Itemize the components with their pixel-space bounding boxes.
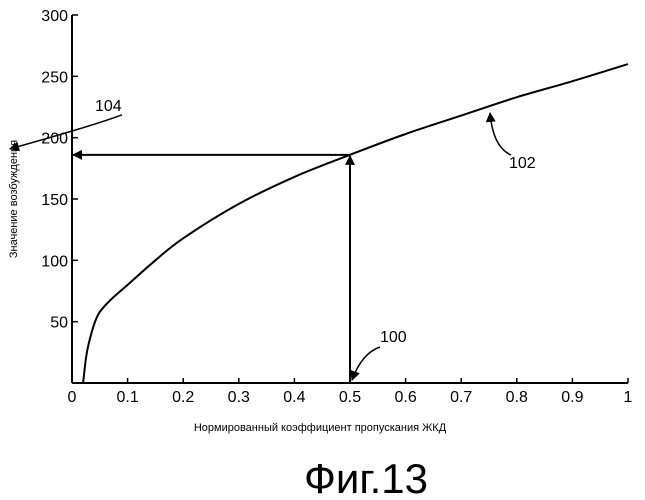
curve-102 bbox=[83, 64, 628, 383]
x-tick-label: 0.1 bbox=[116, 389, 138, 406]
reference-label-102: 102 bbox=[509, 155, 536, 172]
x-tick-label: 1 bbox=[624, 389, 633, 406]
reference-labels: 100 102 104 bbox=[10, 98, 536, 380]
leader-line-100 bbox=[352, 347, 380, 380]
x-axis-title: Нормированный коэффициент пропускания ЖК… bbox=[194, 422, 447, 434]
leader-line-102 bbox=[490, 113, 511, 155]
x-tick-label: 0.7 bbox=[450, 389, 472, 406]
y-tick-label: 150 bbox=[41, 192, 68, 209]
curve-series bbox=[83, 64, 628, 383]
y-tick-label: 50 bbox=[50, 315, 68, 332]
x-tick-label: 0.5 bbox=[339, 389, 361, 406]
y-tick-label: 100 bbox=[41, 253, 68, 270]
x-tick-label: 0.8 bbox=[506, 389, 528, 406]
figure-caption: Фиг.13 bbox=[304, 455, 428, 500]
x-tick-label: 0.6 bbox=[394, 389, 416, 406]
y-tick-label: 250 bbox=[41, 69, 68, 86]
x-tick-label: 0.4 bbox=[283, 389, 305, 406]
reference-label-100: 100 bbox=[380, 329, 407, 346]
y-tick-label: 300 bbox=[41, 8, 68, 25]
x-tick-label: 0.9 bbox=[561, 389, 583, 406]
y-axis-title: Значение возбуждения bbox=[8, 140, 20, 258]
guide-arrows bbox=[73, 155, 350, 383]
x-tick-label: 0.3 bbox=[228, 389, 250, 406]
x-tick-label: 0.2 bbox=[172, 389, 194, 406]
x-tick-label: 0 bbox=[68, 389, 77, 406]
reference-label-104: 104 bbox=[95, 98, 122, 115]
